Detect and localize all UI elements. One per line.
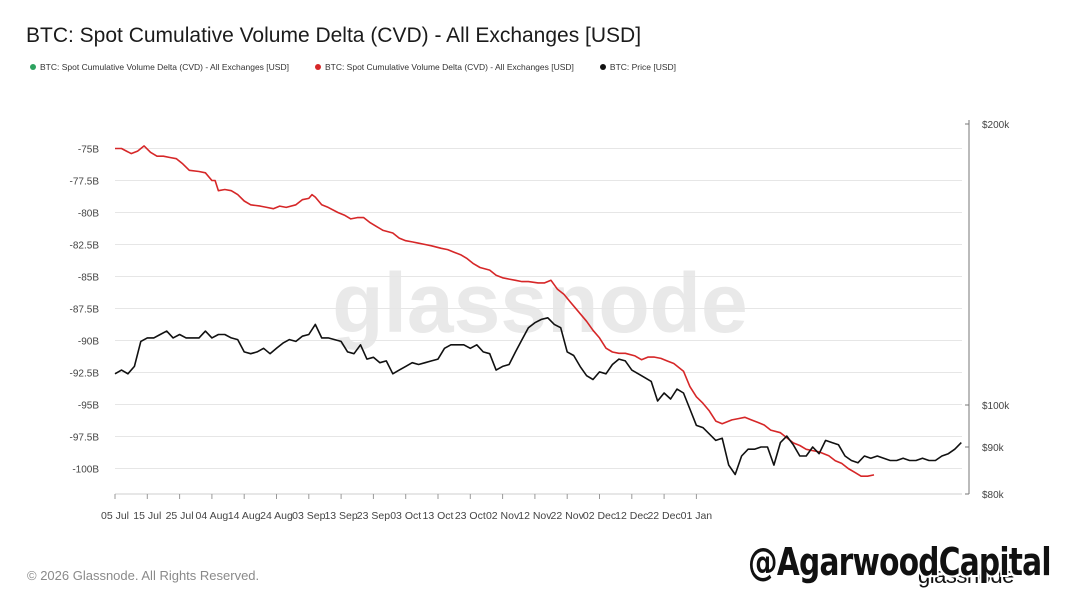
left-tick-label: -100B — [72, 465, 99, 476]
gridlines — [115, 148, 962, 469]
x-tick-label: 12 Nov — [518, 510, 552, 522]
cvd-line — [115, 145, 875, 477]
right-y-axis: $80k $90k $100k $200k — [965, 120, 1010, 501]
right-tick-label: $90k — [982, 443, 1005, 454]
copyright: © 2026 Glassnode. All Rights Reserved. — [27, 568, 260, 583]
watermark: glassnode — [332, 256, 747, 350]
left-tick-label: -90B — [78, 337, 99, 348]
x-tick-label: 13 Sep — [324, 510, 357, 522]
x-tick-label: 03 Oct — [390, 510, 421, 522]
left-tick-label: -85B — [78, 273, 99, 284]
left-tick-label: -80B — [78, 209, 99, 220]
legend-label: BTC: Price [USD] — [609, 62, 677, 72]
price-line — [114, 317, 962, 476]
left-tick-label: -82.5B — [70, 241, 100, 252]
x-axis: 05 Jul 15 Jul 25 Jul 04 Aug 14 Aug 24 Aug 03 S… — [101, 493, 962, 522]
legend-swatch-red — [314, 64, 321, 70]
left-tick-label: -75B — [78, 145, 99, 156]
left-tick-label: -95B — [78, 401, 99, 412]
x-tick-label: 25 Jul — [166, 510, 194, 522]
right-tick-label: $100k — [982, 401, 1010, 412]
x-tick-label: 23 Oct — [455, 510, 486, 522]
left-tick-label: -87.5B — [70, 305, 100, 316]
legend-item-cvd-green[interactable]: BTC: Spot Cumulative Volume Delta (CVD) … — [30, 62, 289, 72]
x-tick-label: 15 Jul — [133, 510, 161, 522]
x-tick-label: 03 Sep — [292, 510, 325, 522]
x-tick-label: 01 Jan — [681, 510, 713, 522]
x-tick-label: 23 Sep — [357, 510, 390, 522]
x-tick-label: 13 Oct — [423, 510, 454, 522]
legend: BTC: Spot Cumulative Volume Delta (CVD) … — [30, 62, 676, 72]
x-tick-label: 22 Dec — [647, 510, 680, 522]
legend-item-price[interactable]: BTC: Price [USD] — [599, 62, 677, 72]
left-tick-label: -97.5B — [70, 433, 100, 444]
left-y-axis: -75B -77.5B -80B -82.5B -85B -87.5B -90B -92.5B… — [70, 145, 100, 476]
price-series — [114, 317, 962, 476]
x-tick-label: 04 Aug — [196, 510, 229, 522]
x-tick-label: 05 Jul — [101, 510, 129, 522]
watermark-handle: @AgarwoodCapital — [748, 540, 1052, 584]
left-tick-label: -92.5B — [70, 369, 100, 380]
left-tick-label: -77.5B — [70, 177, 100, 188]
glassnode-logo: glassnode — [918, 563, 1014, 588]
cvd-series — [115, 145, 875, 477]
x-tick-label: 12 Dec — [615, 510, 648, 522]
legend-swatch-green — [30, 64, 36, 70]
x-tick-label: 24 Aug — [260, 510, 293, 522]
legend-swatch-black — [599, 64, 606, 70]
x-tick-label: 14 Aug — [228, 510, 261, 522]
right-tick-label: $80k — [982, 490, 1005, 501]
chart-title: BTC: Spot Cumulative Volume Delta (CVD) … — [26, 24, 642, 47]
x-tick-label: 22 Nov — [551, 510, 585, 522]
right-tick-label: $200k — [982, 120, 1010, 131]
x-tick-label: 02 Nov — [486, 510, 520, 522]
x-tick-label: 02 Dec — [583, 510, 616, 522]
legend-item-cvd-red[interactable]: BTC: Spot Cumulative Volume Delta (CVD) … — [314, 62, 574, 72]
legend-label: BTC: Spot Cumulative Volume Delta (CVD) … — [40, 62, 289, 72]
legend-label: BTC: Spot Cumulative Volume Delta (CVD) … — [324, 62, 574, 72]
